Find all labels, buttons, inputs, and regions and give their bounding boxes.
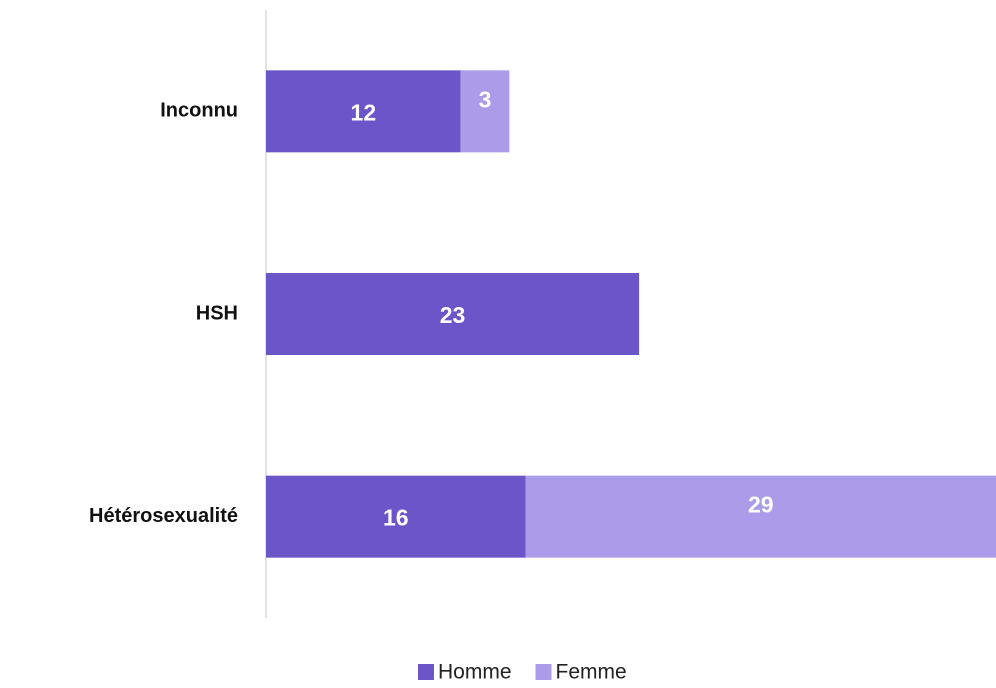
y-tick-label: Inconnu — [160, 100, 238, 122]
bar-segment — [266, 70, 461, 153]
y-tick-label: HSH — [196, 302, 238, 324]
data-label: 12 — [351, 99, 377, 125]
y-tick-label: Hétérosexualité — [89, 505, 238, 527]
bar-segment — [266, 475, 526, 558]
legend-swatch — [535, 664, 552, 680]
legend-label: Homme — [438, 661, 512, 684]
data-label: 29 — [748, 492, 774, 518]
bar-segment — [266, 273, 640, 355]
legend-label: Femme — [556, 661, 627, 684]
data-label: 16 — [383, 505, 409, 531]
data-label: 23 — [440, 302, 466, 328]
data-label: 3 — [479, 86, 492, 112]
legend-swatch — [418, 664, 434, 680]
bar-segment — [525, 475, 996, 558]
bar-segment — [460, 70, 510, 153]
